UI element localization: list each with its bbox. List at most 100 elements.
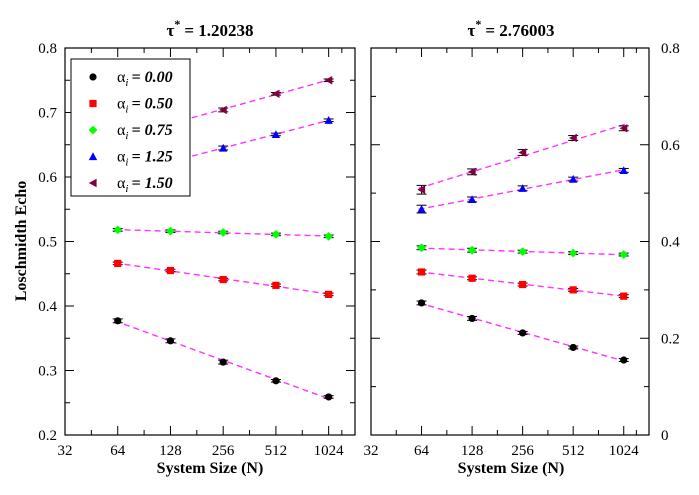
panel-left: 32 64 128 256 512 1024 0.2 0.3 0.4 0.5 0.6 0.7 0.8 τ… xyxy=(13,17,356,477)
title-right-symbol: τ xyxy=(467,21,475,40)
title-left-value: = 1.20238 xyxy=(184,21,253,40)
data-point-right-alpha-1.50 xyxy=(568,133,577,143)
legend-eq: = xyxy=(131,149,140,166)
data-point-left-alpha-0.00 xyxy=(114,317,122,325)
data-point-right-alpha-1.50 xyxy=(518,148,527,157)
data-point-left-alpha-0.75 xyxy=(166,226,175,236)
fit-line-left-alpha-0.50 xyxy=(114,262,331,296)
y-tick-label: 0.6 xyxy=(661,138,680,154)
data-point-right-alpha-0.00 xyxy=(569,343,577,352)
title-left: τ* = 1.20238 xyxy=(166,17,253,40)
data-point-right-alpha-0.50 xyxy=(569,286,577,294)
y-tick-label: 0.4 xyxy=(661,235,680,251)
legend-label-alpha-0.50: αi = 0.50 xyxy=(117,96,173,116)
data-point-left-alpha-0.75 xyxy=(271,230,281,239)
title-left-sup: * xyxy=(174,17,180,31)
title-left-symbol: τ xyxy=(166,21,174,40)
legend-label-alpha-0.75: αi = 0.75 xyxy=(117,122,173,142)
legend-label-alpha-0.00: αi = 0.00 xyxy=(117,69,173,89)
x-axis-label-left: System Size (N) xyxy=(157,460,264,477)
plot-frame-right xyxy=(370,47,650,436)
legend-symbol: α xyxy=(117,175,126,192)
x-tick-label: 1024 xyxy=(609,443,640,459)
data-layer-right-panel xyxy=(416,123,629,364)
legend-subscript: i xyxy=(125,130,128,142)
data-point-left-alpha-0.50 xyxy=(325,290,333,298)
x-tick-label: 512 xyxy=(562,443,585,459)
legend-eq: = xyxy=(131,122,140,139)
data-point-right-alpha-0.75 xyxy=(568,248,578,258)
y-tick-label: 0.2 xyxy=(38,428,57,444)
y-axis-label-left: Loschmidth Echo xyxy=(13,181,30,301)
x-tick-label: 128 xyxy=(159,443,182,459)
y-tick-label: 0.3 xyxy=(38,364,57,380)
data-point-right-alpha-0.75 xyxy=(619,250,629,259)
panel-right: 32 64 128 256 512 1024 0 0.2 0.4 0.6 0.8 τ* = 2.760… xyxy=(364,17,681,477)
y-tick-label: 0.8 xyxy=(38,41,57,57)
title-right: τ* = 2.76003 xyxy=(467,17,554,40)
data-point-right-alpha-1.50 xyxy=(417,185,426,194)
legend-subscript: i xyxy=(125,183,128,195)
data-point-right-alpha-1.50 xyxy=(619,124,628,133)
axis-ticks-left-panel: 32 64 128 256 512 1024 0.2 0.3 0.4 0.5 0.6 0.7 0.8 xyxy=(38,41,355,459)
legend-marker-alpha-0.75 xyxy=(88,125,98,135)
legend-box xyxy=(70,58,191,197)
data-point-right-alpha-1.25 xyxy=(518,184,527,192)
data-point-right-alpha-1.50 xyxy=(467,167,476,177)
legend-value: 1.50 xyxy=(145,175,173,192)
data-point-right-alpha-0.00 xyxy=(519,329,527,337)
legend-symbol: α xyxy=(117,96,126,113)
data-point-right-alpha-1.25 xyxy=(467,195,477,204)
data-point-left-alpha-1.25 xyxy=(271,130,281,139)
y-tick-label: 0 xyxy=(661,428,669,444)
data-point-left-alpha-0.50 xyxy=(272,281,280,289)
legend-symbol: α xyxy=(117,69,126,86)
legend-subscript: i xyxy=(125,104,128,116)
data-point-left-alpha-1.25 xyxy=(324,116,333,124)
x-tick-label: 128 xyxy=(461,443,484,459)
legend-value: 0.75 xyxy=(145,122,173,139)
fit-line-right-alpha-1.50 xyxy=(418,123,627,190)
x-axis-label-right: System Size (N) xyxy=(458,460,565,477)
y-tick-label: 0.8 xyxy=(661,41,680,57)
data-point-right-alpha-0.00 xyxy=(468,314,476,323)
y-tick-label: 0.5 xyxy=(38,235,57,251)
x-tick-label: 256 xyxy=(212,443,235,459)
data-point-left-alpha-0.75 xyxy=(218,228,228,237)
legend-subscript: i xyxy=(125,77,128,89)
data-point-left-alpha-1.50 xyxy=(271,89,280,98)
legend-label-alpha-1.25: αi = 1.25 xyxy=(117,149,173,169)
x-tick-label: 512 xyxy=(265,443,288,459)
legend-marker-alpha-0.50 xyxy=(89,99,97,108)
data-point-left-alpha-1.50 xyxy=(324,76,333,85)
data-point-right-alpha-0.50 xyxy=(417,268,426,276)
legend-eq: = xyxy=(131,175,140,192)
data-point-left-alpha-0.00 xyxy=(272,377,280,385)
data-point-left-alpha-0.50 xyxy=(219,275,227,284)
data-point-right-alpha-0.50 xyxy=(519,280,527,289)
data-point-right-alpha-1.25 xyxy=(417,204,426,213)
data-point-left-alpha-0.00 xyxy=(219,358,227,366)
legend-value: 1.25 xyxy=(145,149,173,166)
data-point-right-alpha-0.50 xyxy=(468,274,476,282)
y-tick-label: 0.2 xyxy=(661,331,680,347)
data-point-left-alpha-0.75 xyxy=(324,231,334,241)
data-point-right-alpha-0.00 xyxy=(620,356,628,364)
legend-symbol: α xyxy=(117,149,126,166)
x-tick-label: 32 xyxy=(58,443,73,459)
data-point-right-alpha-0.50 xyxy=(620,292,628,300)
legend-symbol: α xyxy=(117,122,126,139)
y-tick-label: 0.7 xyxy=(38,106,57,122)
legend-marker-alpha-1.50 xyxy=(88,178,97,188)
data-point-left-alpha-0.00 xyxy=(325,393,333,401)
x-tick-label: 32 xyxy=(364,443,379,459)
x-tick-label: 1024 xyxy=(314,443,345,459)
legend-marker-alpha-0.00 xyxy=(89,73,97,81)
title-right-sup: * xyxy=(475,17,481,31)
data-point-left-alpha-0.50 xyxy=(114,259,122,268)
x-tick-label: 256 xyxy=(511,443,534,459)
data-point-left-alpha-0.00 xyxy=(166,337,175,345)
legend-marker-alpha-1.25 xyxy=(88,152,98,161)
data-point-right-alpha-0.75 xyxy=(518,247,528,257)
